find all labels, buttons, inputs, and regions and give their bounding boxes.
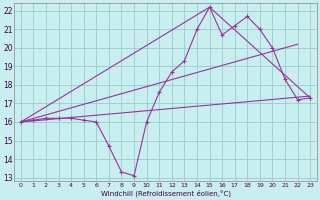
X-axis label: Windchill (Refroidissement éolien,°C): Windchill (Refroidissement éolien,°C): [100, 189, 230, 197]
